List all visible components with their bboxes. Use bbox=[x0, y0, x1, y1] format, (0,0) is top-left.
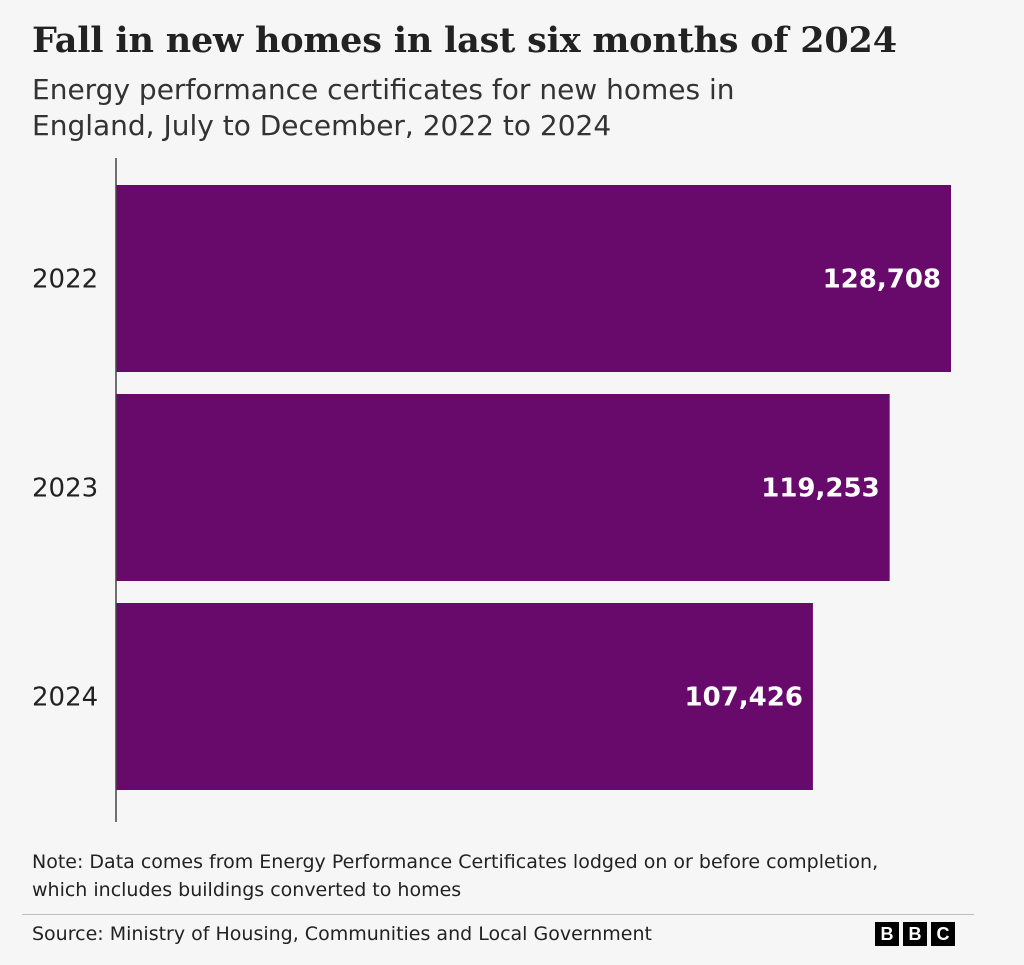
logo-letter-b1: B bbox=[875, 922, 899, 946]
bar-2024 bbox=[116, 603, 813, 790]
chart-title: Fall in new homes in last six months of … bbox=[32, 20, 897, 61]
category-label-2023: 2023 bbox=[32, 474, 98, 504]
logo-letter-c: C bbox=[931, 922, 955, 946]
bar-2022 bbox=[116, 185, 951, 372]
chart-note: Note: Data comes from Energy Performance… bbox=[32, 851, 879, 901]
bar-chart: 2022 128,708 2023 119,253 2024 107,426 bbox=[0, 150, 1024, 830]
chart-source: Source: Ministry of Housing, Communities… bbox=[32, 923, 652, 945]
bbc-logo: B B C bbox=[875, 922, 955, 946]
logo-letter-b2: B bbox=[903, 922, 927, 946]
value-label-2022: 128,708 bbox=[823, 265, 941, 295]
value-label-2024: 107,426 bbox=[685, 683, 803, 713]
footer-divider bbox=[22, 914, 974, 915]
category-label-2022: 2022 bbox=[32, 265, 98, 295]
chart-subtitle: Energy performance certificates for new … bbox=[32, 73, 735, 142]
bar-2023 bbox=[116, 394, 890, 581]
bar-chart-svg: 2022 128,708 2023 119,253 2024 107,426 bbox=[32, 158, 951, 822]
value-label-2023: 119,253 bbox=[761, 474, 879, 504]
category-label-2024: 2024 bbox=[32, 683, 98, 713]
